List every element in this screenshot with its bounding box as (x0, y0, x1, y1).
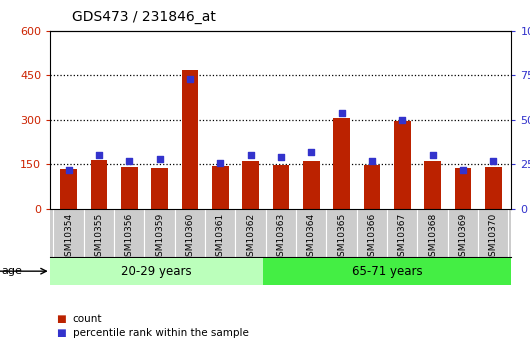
Point (428, 152, 437, 158)
Bar (205, 209, 235, 257)
Text: GSM10363: GSM10363 (277, 213, 285, 262)
Bar (144, 209, 175, 257)
Text: GSM10365: GSM10365 (337, 213, 346, 262)
Bar (121, 167, 138, 209)
Text: GSM10360: GSM10360 (186, 213, 195, 262)
Point (95, 152, 103, 158)
Text: GSM10368: GSM10368 (428, 213, 437, 262)
Text: GSM10364: GSM10364 (307, 213, 316, 262)
Bar (151, 168, 168, 209)
Bar (303, 161, 320, 209)
Text: ■: ■ (56, 328, 65, 338)
Text: GSM10366: GSM10366 (367, 213, 376, 262)
Point (337, 110, 346, 116)
Text: GSM10370: GSM10370 (489, 213, 498, 262)
Bar (387, 209, 418, 257)
Text: age: age (1, 266, 22, 276)
Bar (296, 209, 326, 257)
Point (277, 155, 285, 160)
Bar (478, 209, 508, 257)
Point (64, 167, 73, 172)
Text: GSM10359: GSM10359 (155, 213, 164, 262)
Bar (263, 258, 511, 285)
Point (186, 76, 194, 82)
Point (246, 152, 255, 158)
Point (368, 158, 376, 164)
Bar (114, 209, 144, 257)
Text: GSM10369: GSM10369 (458, 213, 467, 262)
Bar (333, 118, 350, 209)
Bar (266, 209, 296, 257)
Bar (424, 161, 441, 209)
Point (125, 158, 134, 164)
Bar (91, 160, 107, 209)
Text: GSM10362: GSM10362 (246, 213, 255, 262)
Text: GSM10356: GSM10356 (125, 213, 134, 262)
Bar (50, 258, 263, 285)
Text: GSM10367: GSM10367 (398, 213, 407, 262)
Bar (242, 161, 259, 209)
Bar (182, 70, 198, 209)
Text: 20-29 years: 20-29 years (121, 265, 192, 278)
Bar (235, 209, 266, 257)
Bar (455, 168, 471, 209)
Bar (60, 169, 77, 209)
Bar (272, 165, 289, 209)
Point (398, 117, 407, 122)
Text: GSM10361: GSM10361 (216, 213, 225, 262)
Bar (326, 209, 357, 257)
Point (307, 149, 315, 155)
Bar (448, 209, 478, 257)
Bar (357, 209, 387, 257)
Text: ■: ■ (56, 314, 65, 324)
Bar (394, 121, 411, 209)
Text: GSM10355: GSM10355 (94, 213, 103, 262)
Point (155, 156, 164, 162)
Text: percentile rank within the sample: percentile rank within the sample (73, 328, 249, 338)
Point (216, 160, 225, 165)
Bar (212, 166, 228, 209)
Text: GSM10354: GSM10354 (64, 213, 73, 262)
Text: count: count (73, 314, 102, 324)
Bar (418, 209, 448, 257)
Text: 65-71 years: 65-71 years (352, 265, 422, 278)
Bar (175, 209, 205, 257)
Bar (54, 209, 84, 257)
Text: GDS473 / 231846_at: GDS473 / 231846_at (72, 10, 215, 24)
Bar (485, 167, 501, 209)
Bar (84, 209, 114, 257)
Point (489, 158, 498, 164)
Point (458, 167, 467, 172)
Bar (364, 165, 380, 209)
